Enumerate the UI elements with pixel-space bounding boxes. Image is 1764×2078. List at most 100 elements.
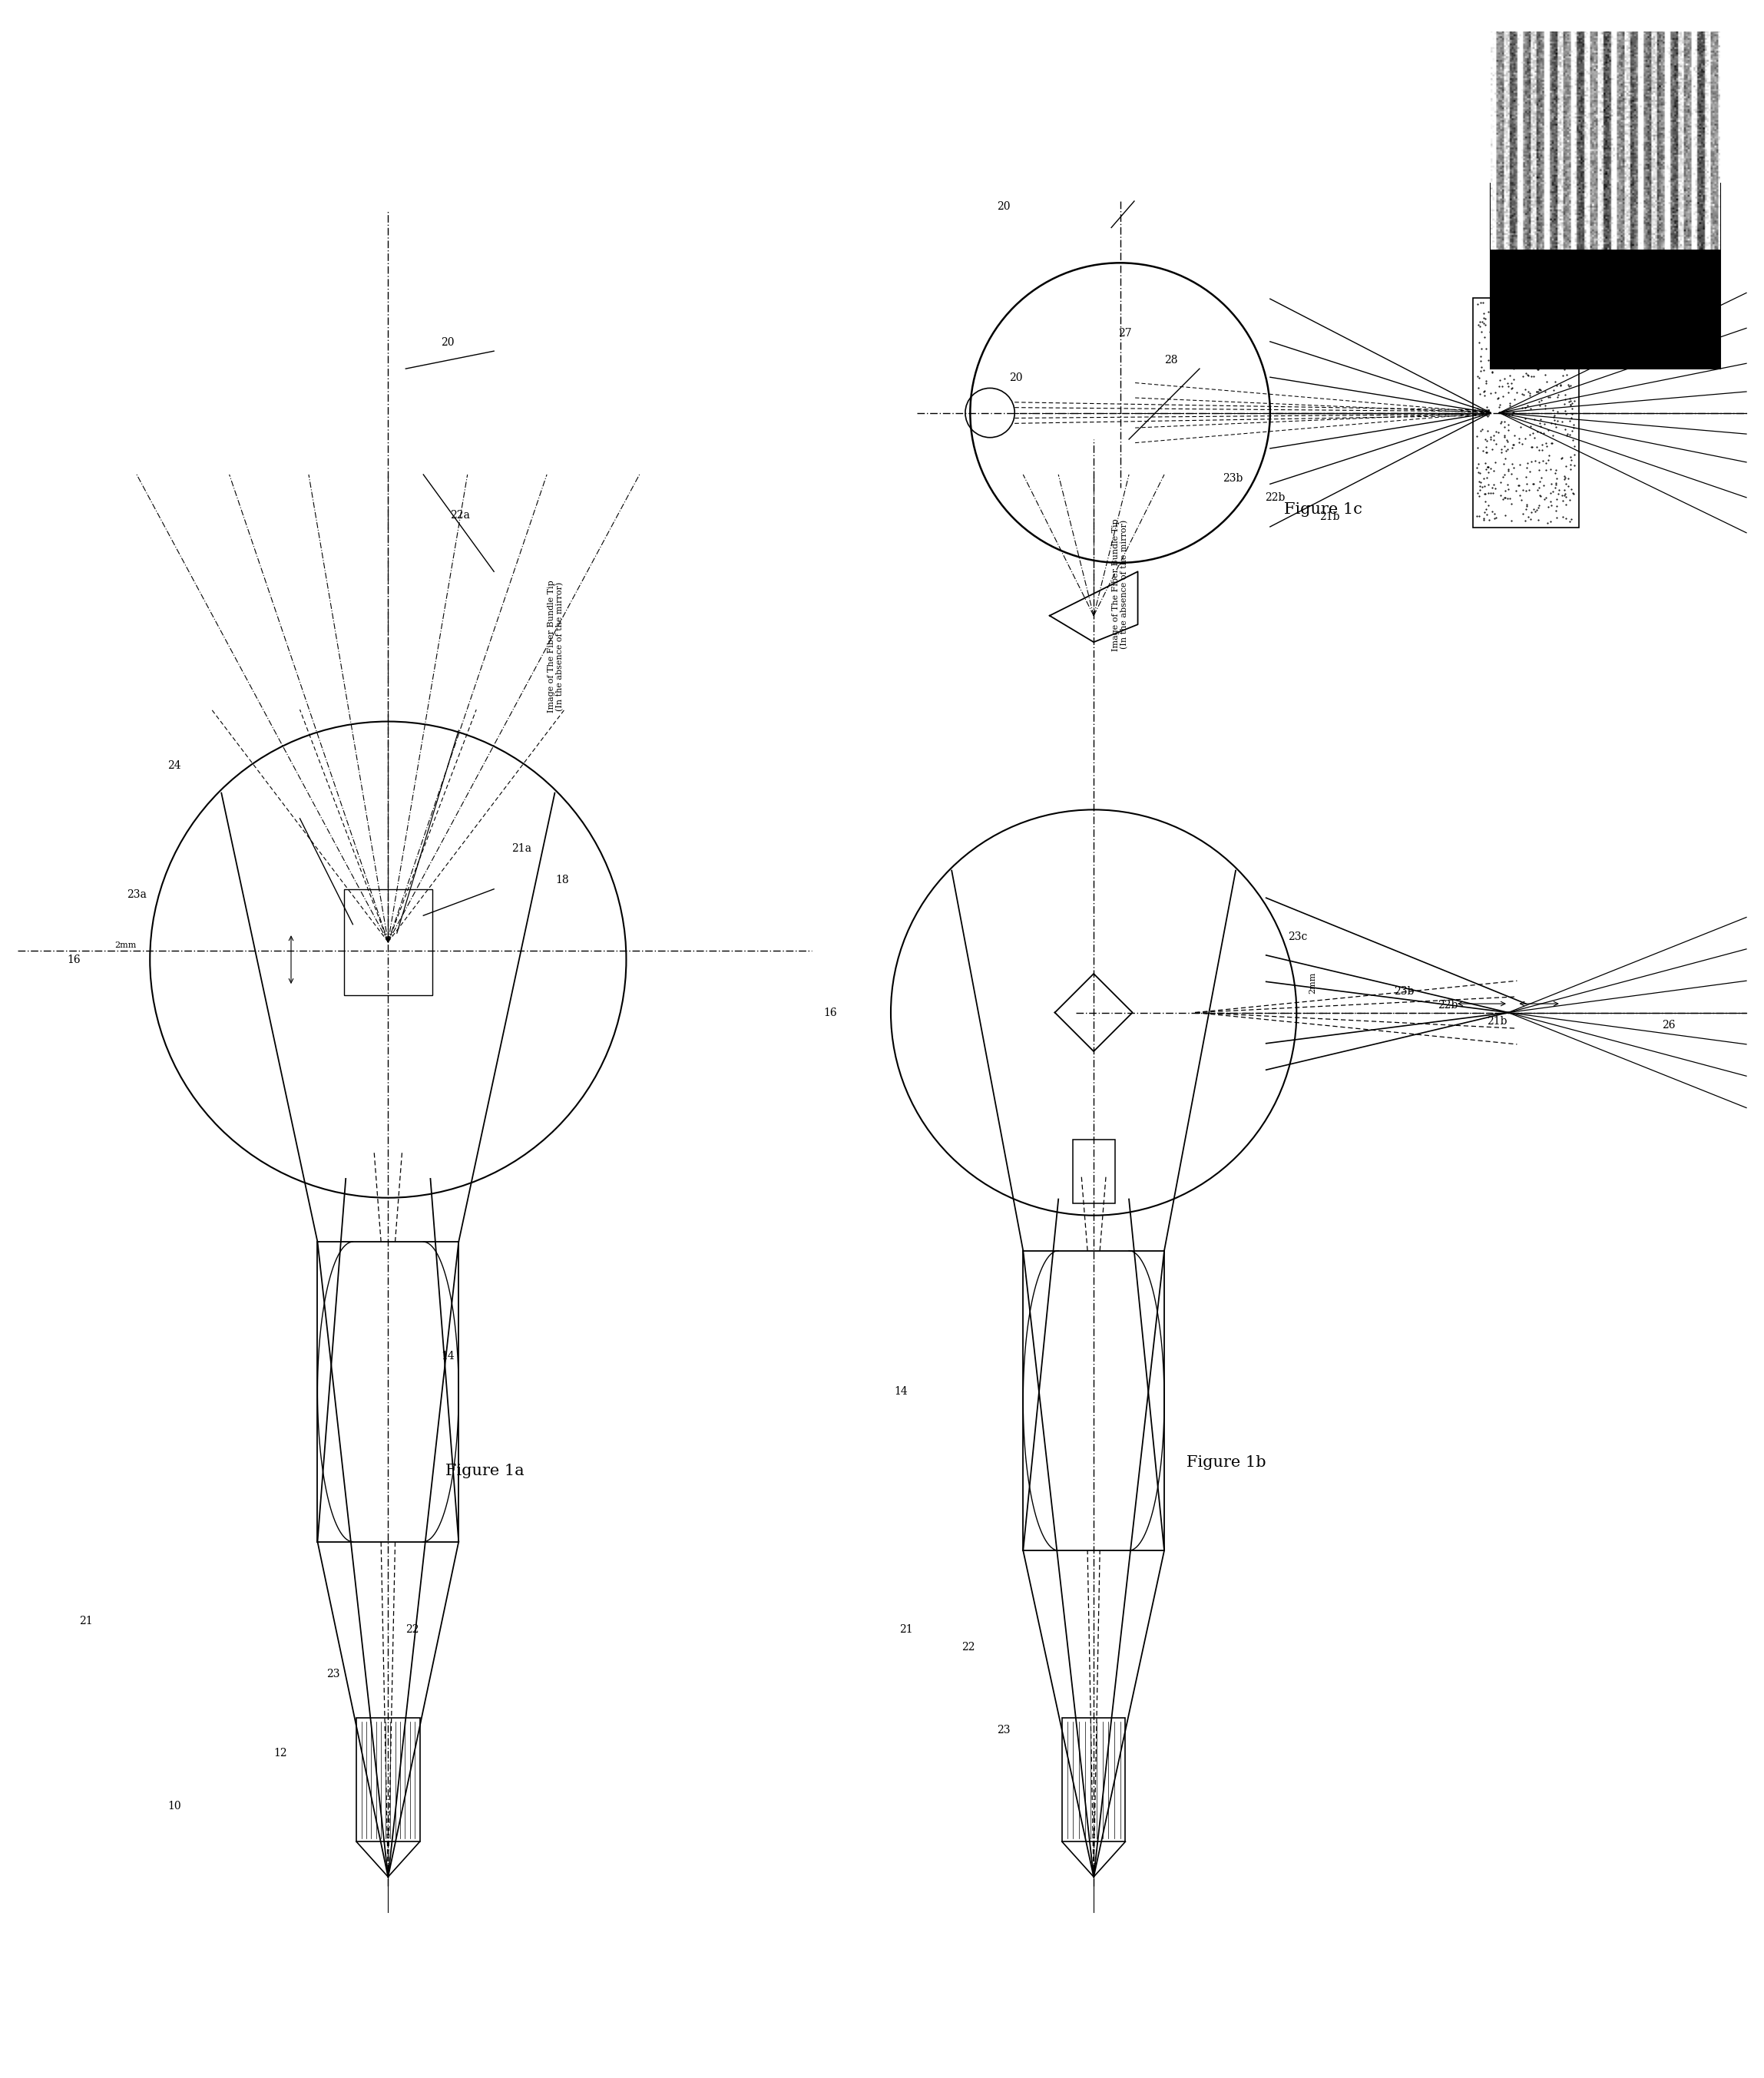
Point bbox=[1485, 370, 1514, 403]
Point bbox=[1471, 368, 1499, 401]
Point bbox=[1464, 287, 1492, 320]
Point bbox=[1485, 301, 1514, 335]
Point bbox=[1468, 339, 1496, 372]
Bar bbox=[1491, 183, 1720, 368]
Point bbox=[1524, 289, 1552, 322]
Point bbox=[1512, 357, 1540, 391]
Point bbox=[1540, 403, 1568, 436]
Point bbox=[1471, 478, 1499, 511]
Point bbox=[1542, 409, 1570, 443]
Point bbox=[1521, 445, 1549, 478]
Text: 2mm: 2mm bbox=[1309, 973, 1316, 993]
Point bbox=[1471, 374, 1499, 407]
Point bbox=[1505, 426, 1533, 459]
Point bbox=[1510, 359, 1538, 393]
Point bbox=[1468, 349, 1496, 382]
Point bbox=[1496, 389, 1524, 422]
Point bbox=[1549, 484, 1577, 517]
Point bbox=[1522, 326, 1551, 359]
Point bbox=[1528, 461, 1556, 495]
Point bbox=[1526, 488, 1554, 522]
Point bbox=[1524, 314, 1552, 347]
Point bbox=[1466, 465, 1494, 499]
Text: 12: 12 bbox=[273, 1748, 288, 1758]
Point bbox=[1538, 474, 1566, 507]
Point bbox=[1556, 384, 1584, 418]
Point bbox=[1552, 341, 1581, 374]
Point bbox=[1464, 455, 1492, 488]
Point bbox=[1545, 314, 1573, 347]
Point bbox=[1508, 497, 1536, 530]
Point bbox=[1551, 387, 1579, 420]
Text: 2mm: 2mm bbox=[115, 941, 136, 950]
Text: 20: 20 bbox=[1009, 372, 1023, 382]
Point bbox=[1498, 486, 1526, 520]
Point bbox=[1469, 461, 1498, 495]
Point bbox=[1503, 376, 1531, 409]
Point bbox=[1529, 407, 1558, 441]
Point bbox=[1468, 397, 1496, 430]
Point bbox=[1540, 401, 1568, 434]
Point bbox=[1464, 476, 1492, 509]
Point bbox=[1487, 436, 1515, 470]
Point bbox=[1526, 389, 1554, 422]
Point bbox=[1522, 430, 1551, 463]
Text: 22a: 22a bbox=[450, 509, 469, 520]
Point bbox=[1468, 470, 1496, 503]
Point bbox=[1535, 297, 1563, 330]
Point bbox=[1464, 480, 1492, 513]
Point bbox=[1512, 391, 1540, 424]
Point bbox=[1466, 474, 1494, 507]
Point bbox=[1473, 424, 1501, 457]
Point bbox=[1468, 305, 1496, 339]
Point bbox=[1517, 328, 1545, 362]
Point bbox=[1558, 387, 1586, 420]
Point bbox=[1554, 291, 1582, 324]
Point bbox=[1533, 482, 1561, 515]
Point bbox=[1491, 411, 1519, 445]
Text: Figure 1a: Figure 1a bbox=[446, 1463, 524, 1477]
Point bbox=[1558, 393, 1586, 426]
Point bbox=[1494, 414, 1522, 447]
Point bbox=[1531, 357, 1559, 391]
Point bbox=[1554, 470, 1582, 503]
Point bbox=[1552, 357, 1581, 391]
Point bbox=[1524, 490, 1552, 524]
Point bbox=[1464, 499, 1492, 532]
Point bbox=[1475, 503, 1503, 536]
Point bbox=[1551, 474, 1579, 507]
Point bbox=[1559, 411, 1588, 445]
Point bbox=[1531, 447, 1559, 480]
Point bbox=[1503, 349, 1531, 382]
Point bbox=[1492, 482, 1521, 515]
Point bbox=[1533, 316, 1561, 349]
Point bbox=[1517, 497, 1545, 530]
Point bbox=[1476, 476, 1505, 509]
Point bbox=[1551, 414, 1579, 447]
Point bbox=[1558, 337, 1586, 370]
Point bbox=[1484, 316, 1512, 349]
Point bbox=[1542, 366, 1570, 399]
Point bbox=[1538, 426, 1566, 459]
Point bbox=[1542, 465, 1570, 499]
Point bbox=[1517, 391, 1545, 424]
Point bbox=[1499, 395, 1528, 428]
Point bbox=[1544, 501, 1572, 534]
Text: 20: 20 bbox=[997, 202, 1011, 212]
Point bbox=[1505, 470, 1533, 503]
Bar bbox=[344, 889, 432, 995]
Point bbox=[1492, 434, 1521, 468]
Point bbox=[1529, 337, 1558, 370]
Point bbox=[1487, 465, 1515, 499]
Point bbox=[1535, 443, 1563, 476]
Point bbox=[1471, 492, 1499, 526]
Point bbox=[1514, 299, 1542, 332]
Point bbox=[1510, 378, 1538, 411]
Point bbox=[1498, 397, 1526, 430]
Point bbox=[1471, 332, 1499, 366]
Point bbox=[1501, 326, 1529, 359]
Point bbox=[1559, 476, 1588, 509]
Point bbox=[1521, 403, 1549, 436]
Text: 24: 24 bbox=[168, 761, 182, 771]
Point bbox=[1521, 312, 1549, 345]
